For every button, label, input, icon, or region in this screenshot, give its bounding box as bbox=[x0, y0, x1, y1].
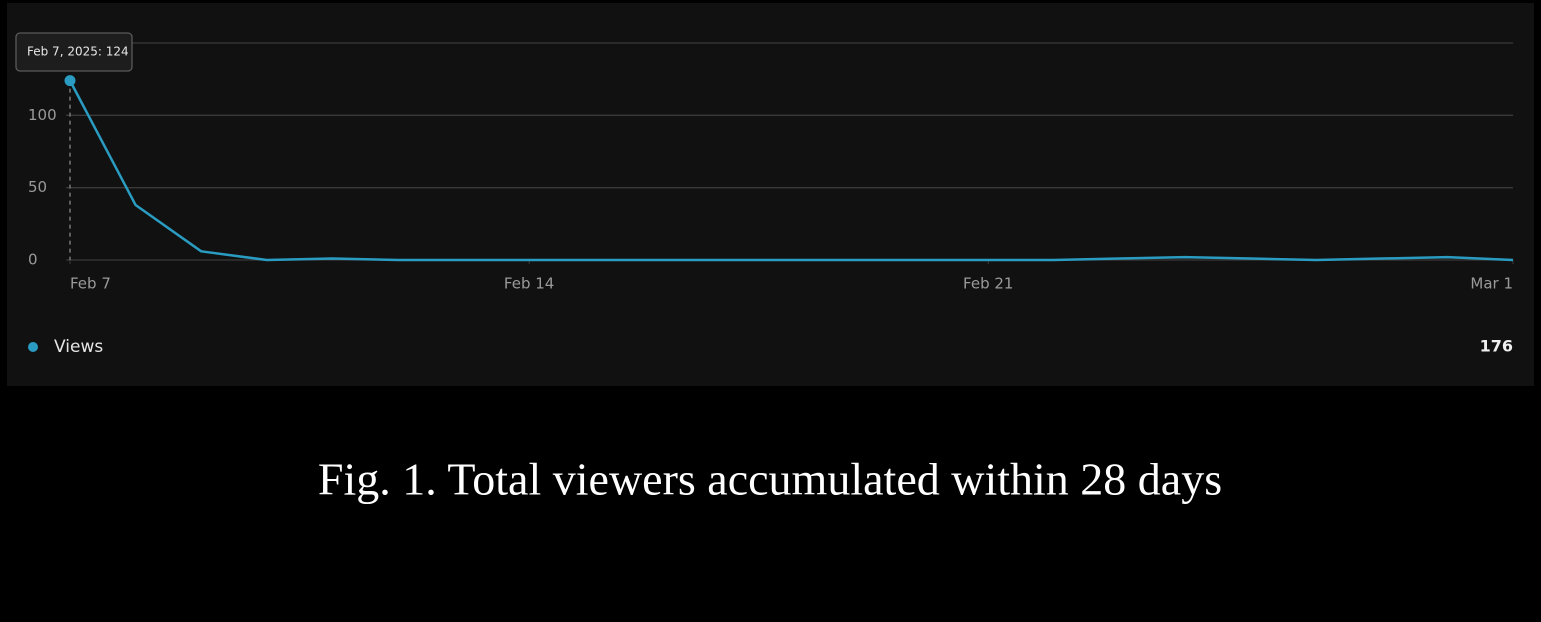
x-tick-label: Feb 21 bbox=[963, 275, 1013, 293]
legend-total: 176 bbox=[1480, 337, 1513, 356]
x-tick-label: Feb 7 bbox=[70, 275, 111, 293]
tooltip-box bbox=[15, 32, 133, 72]
x-tick-label: Mar 1 bbox=[1470, 275, 1513, 293]
y-tick-label: 100 bbox=[28, 106, 57, 124]
hover-point bbox=[64, 75, 76, 87]
y-tick-label: 0 bbox=[28, 251, 38, 269]
data-line bbox=[68, 80, 1514, 262]
chart-panel bbox=[7, 3, 1534, 386]
legend-marker bbox=[28, 342, 38, 352]
caption: Fig. 1. Total viewers accumulated within… bbox=[318, 454, 1222, 505]
y-tick-label: 50 bbox=[28, 178, 47, 196]
x-tick-label: Feb 14 bbox=[504, 275, 554, 293]
tooltip-text: Feb 7, 2025: 124 bbox=[27, 45, 129, 59]
legend-label: Views bbox=[54, 337, 103, 357]
plot-area bbox=[64, 42, 1514, 264]
